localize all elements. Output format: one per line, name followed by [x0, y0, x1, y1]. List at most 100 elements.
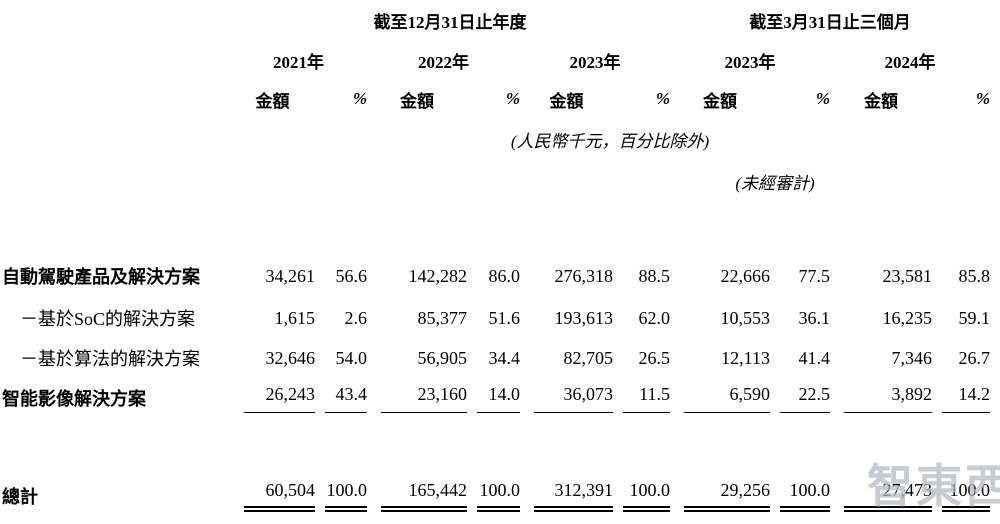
cell: 6,590: [670, 378, 770, 418]
cell: 165,442: [367, 473, 467, 519]
cell: 16,235: [882, 307, 933, 328]
cell: 312,391: [520, 473, 613, 519]
cell: 22,666: [720, 265, 771, 286]
cell: 60,504: [230, 473, 315, 519]
amount-header: 金額: [703, 91, 737, 111]
year-header-2024q1: 2024年: [884, 52, 936, 72]
cell-value: 43.4: [325, 384, 367, 413]
cell: 142,282: [408, 265, 468, 286]
percent-header: %: [505, 89, 520, 108]
cell-value: 27,473: [844, 480, 932, 512]
cell-value: 165,442: [381, 480, 467, 512]
empty-cell: [0, 160, 670, 202]
cell-value: 22.5: [780, 384, 830, 413]
cell: 82,705: [563, 347, 614, 368]
cell-value: 100.0: [780, 480, 830, 512]
cell: 56,905: [417, 347, 468, 368]
cell: 86.0: [488, 265, 521, 286]
cell: 26.5: [638, 347, 671, 368]
percent-header: %: [655, 89, 670, 108]
table-row: －基於SoC的解決方案 1,615 2.6 85,377 51.6 193,61…: [0, 298, 990, 338]
unaudited-note-row: (未經審計): [0, 160, 990, 202]
table-row: 智能影像解決方案 26,243 43.4 23,160 14.0 36,073 …: [0, 378, 990, 418]
cell: 22.5: [770, 378, 830, 418]
cell-value: 100.0: [325, 480, 367, 512]
annual-period-header: 截至12月31日止年度: [373, 12, 527, 32]
cell: 3,892: [830, 378, 932, 418]
cell-value: 312,391: [534, 480, 613, 512]
cell-value: 36,073: [534, 384, 613, 413]
cell: 29,256: [670, 473, 770, 519]
cell-value: 23,160: [381, 384, 467, 413]
cell: 51.6: [488, 307, 521, 328]
year-header-2022: 2022年: [418, 52, 469, 72]
cell-value: 6,590: [684, 384, 770, 413]
spacer-row: [0, 418, 990, 473]
empty-cell: [0, 40, 230, 80]
cell: 32,646: [265, 347, 316, 368]
cell: 14.0: [467, 378, 520, 418]
cell: 34,261: [265, 265, 316, 286]
cell-value: 100.0: [477, 480, 520, 512]
cell-value: 26,243: [244, 384, 315, 413]
cell: 100.0: [932, 473, 990, 519]
group-header-row: 截至12月31日止年度 截至3月31日止三個月: [0, 0, 990, 40]
unaudited-note: (未經審計): [735, 173, 815, 193]
percent-header: %: [815, 89, 830, 108]
cell: 85.8: [958, 265, 991, 286]
cell-value: 14.2: [942, 384, 990, 413]
quarterly-period-header: 截至3月31日止三個月: [749, 12, 911, 32]
row-label: 智能影像解決方案: [2, 389, 146, 409]
cell-value: 3,892: [844, 384, 932, 413]
cell: 88.5: [638, 265, 671, 286]
cell: 193,613: [554, 307, 614, 328]
cell: 100.0: [467, 473, 520, 519]
empty-cell: [0, 418, 990, 473]
cell: 23,160: [367, 378, 467, 418]
cell: 54.0: [335, 347, 368, 368]
column-header-row: 金額 % 金額 % 金額 % 金額 % 金額 %: [0, 80, 991, 118]
total-row: 總計 60,504 100.0 165,442 100.0 312,391 10…: [0, 473, 990, 519]
cell: 11.5: [613, 378, 670, 418]
cell: 10,553: [720, 307, 771, 328]
cell: 14.2: [932, 378, 990, 418]
year-header-2023q1: 2023年: [724, 52, 776, 72]
table-row: 自動駕駛產品及解決方案 34,261 56.6 142,282 86.0 276…: [0, 254, 990, 298]
cell: 36,073: [520, 378, 613, 418]
empty-cell: [0, 118, 230, 160]
cell: 59.1: [958, 307, 991, 328]
cell-value: 11.5: [623, 384, 670, 413]
total-label: 總計: [2, 487, 38, 507]
cell: 36.1: [798, 307, 831, 328]
cell: 27,473: [830, 473, 932, 519]
cell: 26.7: [958, 347, 991, 368]
cell: 77.5: [798, 265, 831, 286]
currency-note-row: (人民幣千元，百分比除外): [0, 118, 990, 160]
table-row: －基於算法的解決方案 32,646 54.0 56,905 34.4 82,70…: [0, 338, 990, 378]
spacer-row: [0, 202, 990, 254]
cell: 34.4: [488, 347, 521, 368]
empty-cell: [0, 0, 230, 40]
cell: 7,346: [891, 347, 933, 368]
cell: 85,377: [417, 307, 468, 328]
year-header-2021: 2021年: [273, 52, 324, 72]
percent-header: %: [975, 89, 990, 108]
empty-cell: [830, 160, 990, 202]
cell-value: 14.0: [477, 384, 520, 413]
cell: 62.0: [638, 307, 671, 328]
cell: 100.0: [770, 473, 830, 519]
cell-value: 60,504: [244, 480, 315, 512]
amount-header: 金額: [400, 91, 434, 111]
percent-header: %: [352, 89, 367, 108]
cell-value: 29,256: [684, 480, 770, 512]
row-label: －基於算法的解決方案: [20, 349, 200, 369]
cell: 100.0: [315, 473, 367, 519]
cell-value: 100.0: [623, 480, 670, 512]
cell: 12,113: [721, 347, 770, 368]
cell: 41.4: [798, 347, 831, 368]
cell: 1,615: [274, 307, 316, 328]
cell: 43.4: [315, 378, 367, 418]
currency-note: (人民幣千元，百分比除外): [510, 131, 710, 151]
amount-header: 金額: [864, 91, 898, 111]
